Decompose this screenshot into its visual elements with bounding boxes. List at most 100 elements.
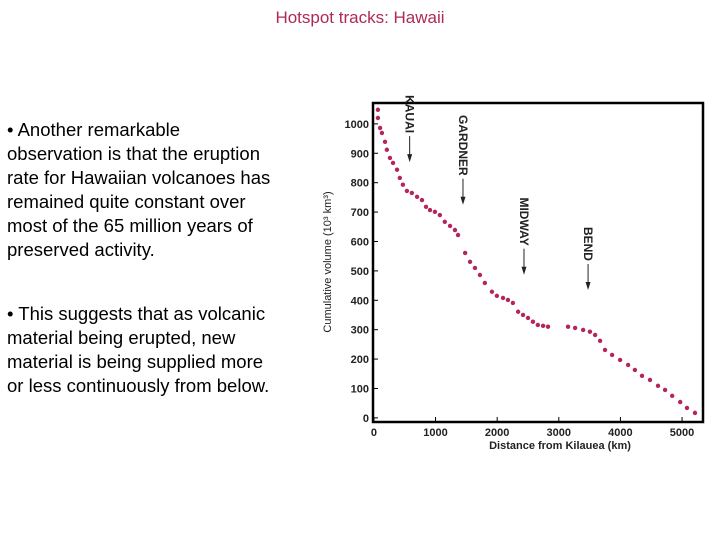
data-point xyxy=(592,332,598,338)
data-point xyxy=(639,373,645,379)
y-axis-label: Cumulative volume (10³ km³) xyxy=(322,191,334,332)
annotation-label: KAUAI xyxy=(403,95,417,133)
data-point xyxy=(647,377,653,383)
data-point xyxy=(423,204,429,209)
data-point xyxy=(525,315,531,321)
annotation-label: GARDNER xyxy=(456,115,470,176)
data-point xyxy=(462,250,468,256)
y-tick-label: 800 xyxy=(351,178,369,190)
y-tick-label: 1000 xyxy=(345,119,369,131)
annotation-label: BEND xyxy=(581,227,595,261)
data-point xyxy=(617,357,623,363)
y-tick-label: 0 xyxy=(363,413,369,425)
data-point xyxy=(669,393,675,399)
plot-frame xyxy=(371,101,705,424)
bullet-line: preserved activity. xyxy=(7,239,155,260)
bullet-line: or less continuously from below. xyxy=(7,375,270,396)
chart-background xyxy=(312,95,720,457)
bullet-line: remained quite constant over xyxy=(7,191,246,212)
arrow-head xyxy=(460,196,466,205)
data-point xyxy=(394,167,400,172)
data-point xyxy=(375,107,381,112)
bullet-line: • Another remarkable xyxy=(7,119,181,140)
data-point xyxy=(572,325,578,331)
data-point xyxy=(632,367,638,373)
annotation-label: MIDWAY xyxy=(517,197,531,245)
data-point xyxy=(677,399,683,405)
data-point xyxy=(609,352,615,358)
data-point xyxy=(587,329,593,334)
data-point xyxy=(505,297,511,303)
data-point xyxy=(379,130,385,136)
data-point xyxy=(375,115,381,121)
data-point xyxy=(452,227,458,233)
data-point xyxy=(565,324,571,329)
data-point xyxy=(432,209,438,214)
data-point xyxy=(419,197,425,203)
data-point xyxy=(530,319,536,324)
data-point xyxy=(382,139,388,145)
data-point xyxy=(662,387,668,393)
x-tick-label: 1000 xyxy=(423,427,447,439)
data-point xyxy=(684,405,690,411)
data-point xyxy=(390,160,396,166)
x-tick-label: 5000 xyxy=(670,427,694,439)
bullet: • Another remarkable observation is that … xyxy=(7,118,270,262)
data-point xyxy=(580,327,586,333)
data-point xyxy=(515,309,521,314)
y-tick-label: 500 xyxy=(351,266,369,278)
data-point xyxy=(442,219,447,224)
y-tick-label: 100 xyxy=(351,383,369,395)
arrow-head xyxy=(585,281,591,290)
bullet-line: observation is that the eruption xyxy=(7,143,260,164)
data-point xyxy=(540,323,546,329)
bullet-line: most of the 65 million years of xyxy=(7,215,253,236)
data-point xyxy=(455,232,461,238)
data-point xyxy=(597,338,603,344)
y-tick-label: 600 xyxy=(351,236,369,248)
data-point xyxy=(377,125,383,131)
data-point xyxy=(500,295,506,301)
data-point xyxy=(477,272,483,278)
y-tick-label: 900 xyxy=(351,148,369,160)
data-point xyxy=(404,188,410,194)
data-point xyxy=(384,147,390,152)
y-tick-label: 200 xyxy=(351,354,369,366)
arrow-head xyxy=(521,266,527,275)
bullet-line: rate for Hawaiian volcanoes has xyxy=(7,167,271,188)
bullet-line: • This suggests that as volcanic xyxy=(7,303,266,324)
data-point xyxy=(467,259,473,264)
data-point xyxy=(437,212,443,218)
data-point xyxy=(482,280,488,286)
data-point xyxy=(494,293,500,299)
data-point xyxy=(400,182,406,187)
data-point xyxy=(447,223,453,229)
data-point xyxy=(397,175,403,181)
data-point xyxy=(510,300,516,306)
data-point xyxy=(387,155,393,161)
data-point xyxy=(692,410,698,416)
x-tick-label: 3000 xyxy=(547,427,571,439)
data-point xyxy=(489,289,495,294)
data-point xyxy=(427,207,433,213)
data-point xyxy=(545,324,551,329)
x-tick-label: 2000 xyxy=(485,427,509,439)
data-point xyxy=(655,383,661,389)
data-point xyxy=(625,362,631,368)
y-tick-label: 700 xyxy=(351,207,369,219)
x-tick-label: 0 xyxy=(371,427,377,439)
data-point xyxy=(520,312,526,318)
data-point xyxy=(414,194,420,199)
x-tick-label: 4000 xyxy=(608,427,632,439)
data-point xyxy=(472,265,478,271)
y-tick-label: 400 xyxy=(351,295,369,307)
bullet: • This suggests that as volcanic material… xyxy=(7,302,269,398)
bullet-line: material being erupted, new xyxy=(7,327,236,348)
bullet-line: material is being supplied more xyxy=(7,351,264,372)
data-point xyxy=(535,322,541,328)
slide-title: Hotspot tracks: Hawaii xyxy=(275,8,445,27)
x-axis-label: Distance from Kilauea (km) xyxy=(489,440,631,452)
data-point xyxy=(409,190,415,196)
